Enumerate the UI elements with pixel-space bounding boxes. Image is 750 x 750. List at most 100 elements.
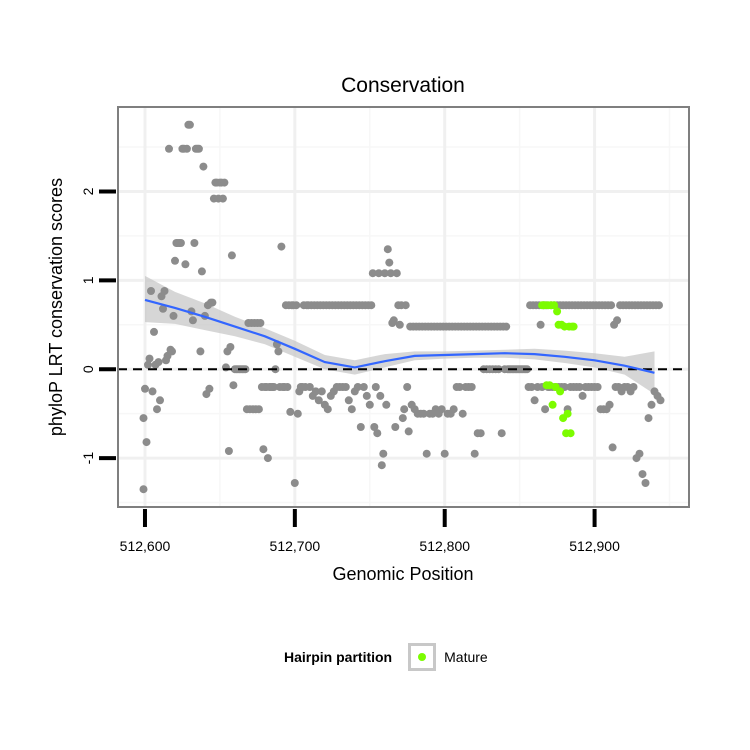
other-point xyxy=(541,405,550,414)
other-point xyxy=(644,414,653,423)
other-point xyxy=(359,383,368,391)
other-point xyxy=(377,461,386,470)
other-point xyxy=(205,384,214,393)
other-point xyxy=(226,343,235,351)
mature-point xyxy=(550,301,559,310)
other-point xyxy=(224,447,233,455)
other-point xyxy=(148,387,157,396)
other-point xyxy=(283,383,292,391)
legend: Hairpin partition Mature xyxy=(284,640,488,674)
other-point xyxy=(347,405,356,414)
mature-point xyxy=(563,409,572,418)
other-point xyxy=(220,178,229,187)
other-point xyxy=(613,316,622,325)
other-point xyxy=(641,479,650,487)
other-point xyxy=(293,409,302,418)
y-tick-label: 0 xyxy=(80,365,96,373)
other-point xyxy=(171,256,179,265)
other-point xyxy=(497,429,506,438)
other-point xyxy=(286,407,295,416)
other-point xyxy=(380,269,389,278)
other-point xyxy=(470,449,479,458)
other-point xyxy=(311,387,320,396)
other-point xyxy=(169,311,178,320)
other-point xyxy=(323,405,332,414)
other-point xyxy=(376,391,385,400)
other-point xyxy=(635,449,644,458)
other-point xyxy=(455,383,464,391)
other-point xyxy=(449,405,458,414)
legend-dot-mature xyxy=(418,653,427,661)
other-point xyxy=(185,120,194,129)
smooth-confidence-band xyxy=(145,275,655,395)
other-point xyxy=(647,400,656,409)
other-point xyxy=(391,423,400,431)
other-point xyxy=(383,245,392,254)
other-point xyxy=(181,260,190,269)
other-point xyxy=(467,383,476,391)
other-point xyxy=(373,429,382,438)
other-point xyxy=(367,301,376,310)
y-tick-label: -1 xyxy=(80,452,96,465)
mature-point xyxy=(566,429,575,438)
other-point xyxy=(142,438,151,447)
x-tick-label: 512,600 xyxy=(120,538,171,554)
other-point xyxy=(398,414,407,423)
y-tick-label: 2 xyxy=(80,187,96,195)
other-point xyxy=(259,445,268,454)
other-point xyxy=(365,400,374,409)
other-point xyxy=(440,449,449,458)
other-point xyxy=(190,239,199,247)
other-point xyxy=(344,396,353,405)
other-point xyxy=(274,347,283,356)
mature-point xyxy=(548,400,557,409)
smooth-trend-line xyxy=(144,298,655,374)
other-point xyxy=(254,405,263,414)
other-point xyxy=(159,304,167,313)
other-point xyxy=(385,258,394,267)
legend-key-mature xyxy=(408,643,437,671)
other-point xyxy=(379,449,388,458)
other-point xyxy=(256,319,265,327)
mature-point xyxy=(553,307,562,316)
other-point xyxy=(403,383,412,391)
other-point xyxy=(404,427,413,436)
legend-title: Hairpin partition xyxy=(284,649,393,665)
other-point xyxy=(362,391,371,400)
y-tick-label: 1 xyxy=(80,276,96,284)
other-point xyxy=(139,485,148,494)
smooth-line xyxy=(144,298,655,374)
other-point xyxy=(199,162,208,171)
mature-point xyxy=(545,381,554,390)
other-point xyxy=(196,347,205,356)
x-tick-label: 512,900 xyxy=(569,538,620,554)
other-point xyxy=(153,405,161,414)
chart-title: Conservation xyxy=(341,74,465,97)
x-tick-label: 512,800 xyxy=(419,538,470,554)
other-point xyxy=(370,423,379,431)
legend-label-mature: Mature xyxy=(444,649,488,665)
other-point xyxy=(197,267,206,276)
other-point xyxy=(422,449,431,458)
other-point xyxy=(292,301,301,310)
x-axis-label: Genomic Position xyxy=(332,564,473,584)
other-point xyxy=(317,387,326,396)
confidence-band xyxy=(145,275,655,395)
other-point xyxy=(314,396,323,405)
other-point xyxy=(160,287,169,295)
other-point xyxy=(419,409,428,418)
other-point xyxy=(150,327,158,336)
other-point xyxy=(655,301,663,310)
x-axis: 512,600 512,700 512,800 512,900 xyxy=(120,509,620,554)
other-point xyxy=(147,287,155,295)
other-point xyxy=(208,298,217,307)
other-point xyxy=(263,454,272,463)
other-point xyxy=(629,383,638,391)
other-point xyxy=(530,396,539,405)
other-point xyxy=(194,144,203,153)
other-point xyxy=(356,423,365,431)
other-point xyxy=(218,194,227,203)
other-point xyxy=(400,405,409,414)
